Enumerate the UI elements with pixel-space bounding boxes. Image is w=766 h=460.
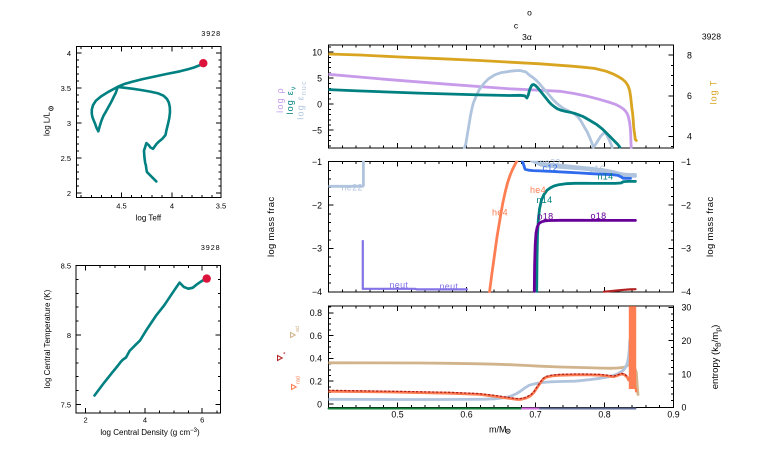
svg-text:o18: o18 [538,212,554,222]
svg-text:3928: 3928 [201,29,221,38]
svg-text:−5: −5 [312,125,322,135]
svg-text:ne22: ne22 [540,158,561,168]
svg-text:0: 0 [317,400,322,410]
svg-text:log ρ: log ρ [275,87,285,113]
svg-text:6: 6 [687,91,692,101]
svg-text:rad: rad [296,376,302,384]
svg-text:3α: 3α [522,32,532,42]
svg-text:log mass frac: log mass frac [705,197,716,257]
svg-text:log L/L: log L/L [43,111,52,136]
svg-text:10: 10 [312,47,322,57]
svg-text:0.8: 0.8 [598,410,610,420]
svg-text:n14: n14 [598,172,614,182]
svg-text:−3: −3 [681,244,691,254]
svg-text:2: 2 [84,416,88,425]
svg-text:0.8: 0.8 [310,308,322,318]
svg-text:3928: 3928 [702,32,721,42]
svg-text:−2: −2 [312,200,322,210]
svg-text:10: 10 [682,369,692,379]
svg-text:−1: −1 [681,157,691,167]
svg-text:2.5: 2.5 [61,154,71,163]
svg-text:4.5: 4.5 [116,201,126,210]
svg-text:3.5: 3.5 [216,201,226,210]
svg-text:0.9: 0.9 [667,410,679,420]
svg-text:ad: ad [295,326,301,332]
svg-text:3: 3 [67,119,71,128]
svg-text:−4: −4 [312,287,322,297]
svg-text:8: 8 [67,331,71,340]
svg-text:neut: neut [390,280,409,290]
svg-text:0.4: 0.4 [310,354,322,364]
svg-text:log T: log T [709,80,719,105]
svg-text:log mass frac: log mass frac [266,197,277,257]
svg-text:0.6: 0.6 [310,331,322,341]
svg-text:log Central Density (g cm−3): log Central Density (g cm−3) [100,428,200,437]
svg-text:4: 4 [687,132,692,142]
svg-text:4: 4 [67,49,71,58]
svg-text:−4: −4 [681,287,691,297]
svg-text:7.5: 7.5 [61,400,71,409]
svg-text:o18: o18 [591,211,607,221]
svg-text:8.5: 8.5 [61,261,71,270]
svg-text:0.5: 0.5 [391,410,403,420]
svg-text:he4: he4 [492,208,508,218]
svg-text:*: * [283,352,286,359]
svg-text:4: 4 [170,201,174,210]
svg-text:log Teff: log Teff [136,213,162,222]
svg-text:he4: he4 [530,185,546,195]
svg-text:4: 4 [143,416,147,425]
svg-text:2: 2 [67,189,71,198]
svg-text:−2: −2 [681,200,691,210]
svg-text:entropy (kB/mp): entropy (kB/mp) [710,325,723,390]
svg-text:neut: neut [440,282,459,292]
svg-text:0.7: 0.7 [529,410,541,420]
svg-text:3.5: 3.5 [61,84,71,93]
svg-text:c: c [514,21,519,31]
svg-text:0: 0 [682,403,687,413]
svg-text:o: o [527,8,532,18]
svg-text:3928: 3928 [201,243,221,252]
svg-text:ne22: ne22 [342,183,363,193]
svg-text:−3: −3 [312,244,322,254]
svg-text:20: 20 [682,336,692,346]
svg-text:log εν: log εν [285,85,298,114]
svg-text:c12: c12 [543,163,558,173]
svg-text:6: 6 [200,416,204,425]
svg-text:−1: −1 [312,157,322,167]
svg-text:m/M: m/M [489,425,507,435]
svg-text:n14: n14 [537,195,553,205]
svg-text:0.6: 0.6 [460,410,472,420]
svg-text:0.2: 0.2 [310,376,322,386]
svg-text:0: 0 [317,99,322,109]
svg-text:5: 5 [317,73,322,83]
svg-text:8: 8 [687,50,692,60]
svg-text:o16: o16 [589,164,605,174]
svg-text:30: 30 [682,303,692,313]
svg-text:log Central Temperature (K): log Central Temperature (K) [43,289,52,388]
